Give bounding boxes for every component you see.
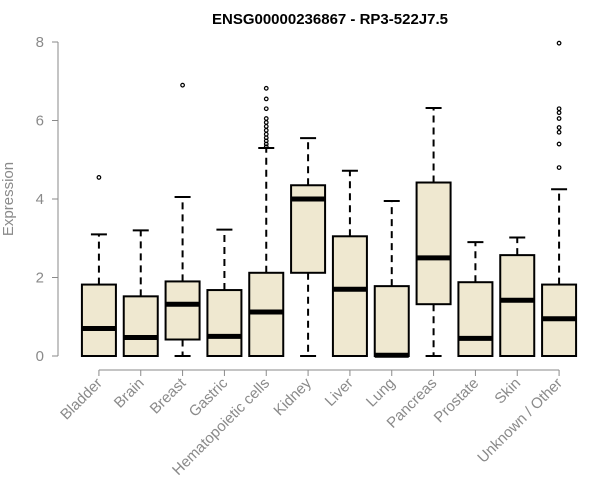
y-tick-label: 6 — [36, 113, 44, 130]
outlier-point — [263, 85, 269, 91]
box-unknown-other — [541, 40, 578, 357]
outlier-point — [263, 131, 269, 137]
category-label: Liver — [322, 375, 357, 410]
outlier-point — [263, 123, 269, 129]
box-brain — [122, 229, 159, 357]
y-axis: 0 2 4 6 8 — [36, 34, 59, 365]
outlier-point — [263, 144, 269, 150]
outlier-point — [556, 40, 562, 46]
category-label: Breast — [147, 374, 190, 417]
box-gastric — [206, 228, 243, 357]
y-tick-label: 8 — [36, 34, 44, 51]
box-hematopoietic-cells — [248, 85, 285, 358]
box-rect — [206, 289, 243, 357]
y-tick-label: 2 — [36, 270, 44, 287]
box-kidney — [290, 137, 327, 357]
y-axis-label: Expression — [0, 162, 17, 236]
category-label: Lung — [363, 375, 399, 411]
outlier-point — [556, 141, 562, 147]
outlier-point — [263, 116, 269, 121]
outlier-point — [556, 125, 562, 130]
y-tick-label: 0 — [36, 348, 44, 365]
outlier-point — [556, 116, 562, 121]
box-prostate — [457, 241, 494, 357]
category-label: Prostate — [431, 375, 483, 427]
category-label: Kidney — [270, 374, 315, 419]
box-rect — [415, 181, 452, 306]
x-axis — [98, 369, 560, 376]
box-rect — [499, 254, 536, 357]
box-bladder — [80, 175, 117, 357]
box-rect — [457, 281, 494, 357]
box-liver — [331, 169, 368, 358]
box-rect — [122, 295, 159, 357]
outlier-point — [263, 127, 269, 133]
outlier-point — [556, 165, 562, 171]
category-label: Skin — [491, 375, 524, 408]
boxes-group — [80, 40, 578, 358]
box-rect — [331, 235, 368, 358]
outlier-point — [263, 96, 269, 102]
outlier-point — [263, 106, 269, 112]
outlier-point — [96, 175, 102, 180]
outlier-point — [556, 129, 562, 135]
outlier-point — [180, 82, 185, 88]
box-pancreas — [415, 106, 452, 357]
box-rect — [373, 285, 410, 358]
category-label: Brain — [111, 375, 148, 412]
outlier-point — [556, 110, 562, 116]
box-rect — [80, 283, 117, 357]
box-breast — [164, 82, 201, 357]
box-skin — [499, 236, 536, 357]
category-label: Bladder — [57, 375, 106, 424]
box-rect — [164, 280, 201, 341]
chart-title: ENSG00000236867 - RP3-522J7.5 — [212, 11, 448, 28]
box-lung — [373, 199, 410, 358]
outlier-point — [556, 106, 562, 112]
outlier-point — [263, 120, 269, 125]
y-tick-label: 4 — [36, 191, 44, 208]
